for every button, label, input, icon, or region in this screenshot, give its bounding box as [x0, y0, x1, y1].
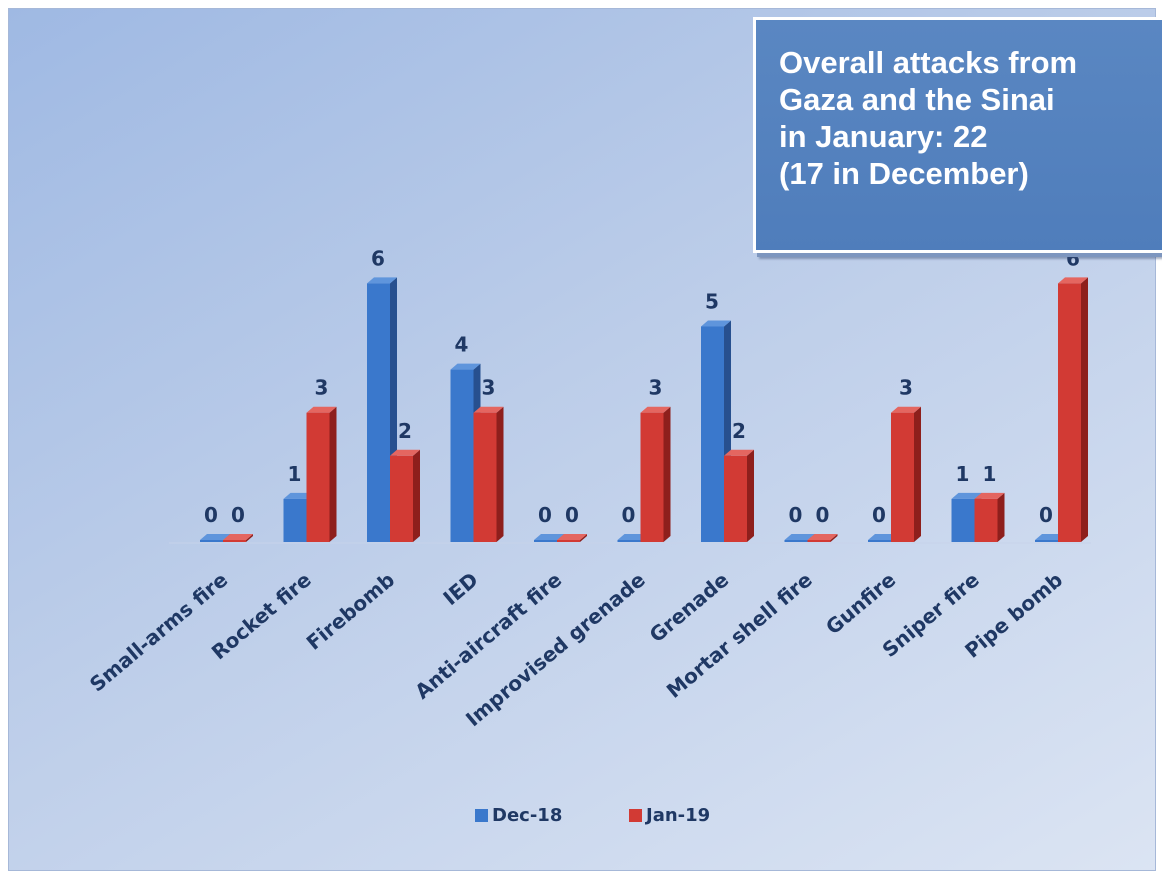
legend-swatch — [475, 809, 488, 822]
x-tick-label: IED — [438, 567, 482, 610]
data-label: 0 — [622, 503, 636, 527]
bar-jan19 — [223, 534, 253, 542]
data-label: 2 — [398, 419, 412, 443]
data-label: 5 — [705, 290, 719, 314]
data-label: 0 — [1039, 503, 1053, 527]
bar-jan19 — [891, 406, 921, 542]
x-tick-label: Gunfire — [821, 567, 900, 639]
x-tick-label: Firebomb — [302, 567, 400, 654]
bar-jan19 — [473, 406, 504, 542]
legend-swatch — [629, 809, 642, 822]
legend-label: Jan-19 — [644, 805, 710, 826]
bar-jan19 — [390, 449, 420, 542]
data-label: 0 — [231, 503, 245, 527]
bar-jan19 — [724, 449, 754, 542]
bar-jan19 — [974, 492, 1005, 542]
x-tick-label: Mortar shell fire — [662, 567, 817, 702]
bar-jan19 — [1058, 277, 1088, 542]
data-label: 3 — [899, 376, 913, 400]
bar-jan19 — [640, 406, 671, 542]
data-label: 0 — [565, 503, 579, 527]
bar-jan19 — [807, 534, 838, 542]
summary-callout: Overall attacks from Gaza and the Sinai … — [753, 17, 1162, 253]
legend-label: Dec-18 — [492, 805, 562, 826]
data-label: 0 — [789, 503, 803, 527]
bar-jan19 — [557, 534, 587, 542]
data-label: 0 — [872, 503, 886, 527]
data-label: 0 — [816, 503, 830, 527]
chart-area: 0 0 Small-arms fire 1 3 Rocket fire 6 2 Firebomb… — [8, 8, 1162, 871]
data-label: 1 — [983, 462, 997, 486]
data-label: 0 — [204, 503, 218, 527]
x-tick-label: Small-arms fire — [85, 567, 232, 696]
data-label: 3 — [482, 376, 496, 400]
data-label: 0 — [538, 503, 552, 527]
data-label: 4 — [455, 333, 469, 357]
data-label: 3 — [649, 376, 663, 400]
x-tick-label: Anti-aircraft fire — [410, 567, 566, 703]
data-label: 2 — [732, 419, 746, 443]
bar-jan19 — [306, 406, 337, 542]
data-label: 6 — [371, 246, 385, 270]
callout-text: Overall attacks from Gaza and the Sinai … — [779, 45, 1078, 191]
data-label: 3 — [315, 376, 329, 400]
data-label: 1 — [288, 462, 302, 486]
data-label: 1 — [956, 462, 970, 486]
